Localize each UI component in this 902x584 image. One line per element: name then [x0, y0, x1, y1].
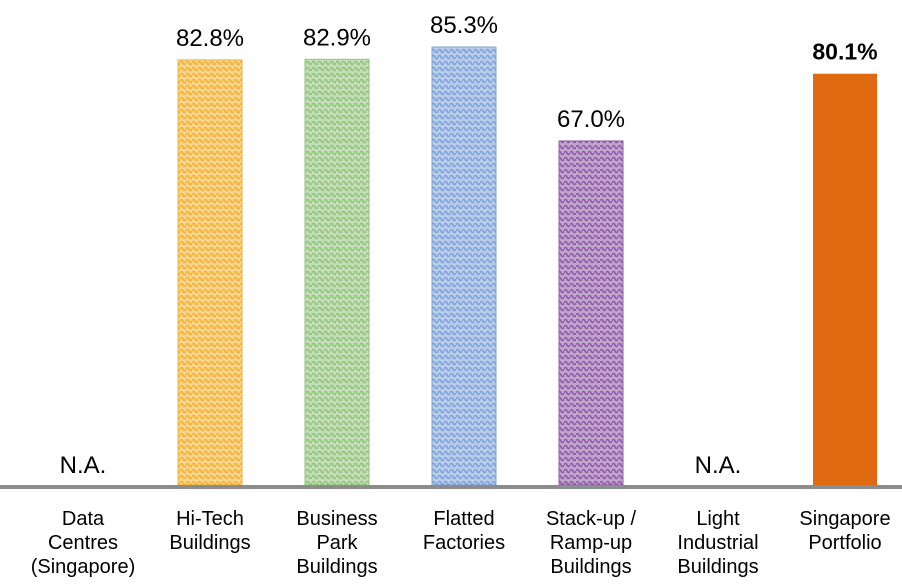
data-label: 82.8%: [176, 25, 244, 52]
data-label: 67.0%: [557, 106, 625, 133]
bar: [431, 46, 497, 486]
bar: [304, 58, 370, 486]
x-tick-label: Light Industrial Buildings: [677, 508, 759, 578]
x-tick-label: Singapore Portfolio: [799, 508, 891, 554]
x-tick-label: Stack-up / Ramp-up Buildings: [545, 508, 637, 578]
x-tick-label: Data Centres (Singapore): [30, 508, 136, 578]
data-label: N.A.: [695, 452, 742, 479]
data-label: 82.9%: [303, 24, 371, 51]
data-label: 85.3%: [430, 12, 498, 39]
bar: [558, 140, 624, 486]
x-tick-label: Business Park Buildings: [296, 508, 378, 578]
x-tick-label: Hi-Tech Buildings: [169, 508, 251, 554]
data-label: N.A.: [60, 452, 107, 479]
bar: [813, 73, 877, 486]
x-tick-label: Flatted Factories: [422, 508, 506, 554]
bar: [177, 59, 243, 486]
data-label: 80.1%: [812, 39, 877, 65]
